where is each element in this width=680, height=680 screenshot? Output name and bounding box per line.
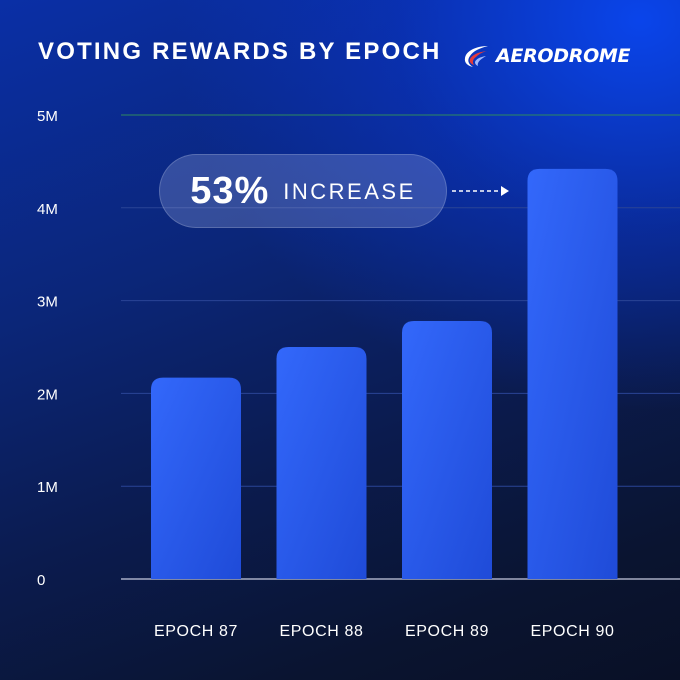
bar-epoch-87 (151, 377, 241, 579)
y-axis: 0 1M 2M 3M 4M 5M (37, 108, 58, 589)
aerodrome-logo-icon (464, 46, 488, 67)
x-tick-label: EPOCH 89 (405, 623, 489, 640)
x-tick-label: EPOCH 88 (280, 623, 364, 640)
bar-epoch-88 (276, 347, 367, 579)
y-tick-label: 4M (37, 201, 58, 218)
chart-title: VOTING REWARDS BY EPOCH (38, 38, 442, 65)
callout-percent: 53% (190, 169, 270, 212)
y-tick-label: 1M (37, 479, 58, 496)
y-tick-label: 2M (37, 386, 58, 403)
y-tick-label: 5M (37, 108, 58, 125)
bar-epoch-90 (527, 168, 618, 579)
brand-logo: AERODROME (462, 42, 631, 70)
increase-callout: 53% INCREASE (159, 154, 447, 228)
x-tick-label: EPOCH 87 (154, 623, 238, 640)
callout-label: INCREASE (283, 179, 416, 204)
bars (151, 168, 618, 579)
x-axis: EPOCH 87 EPOCH 88 EPOCH 89 EPOCH 90 (154, 623, 614, 640)
x-tick-label: EPOCH 90 (531, 623, 615, 640)
bar-epoch-89 (402, 321, 492, 579)
y-tick-label: 3M (37, 294, 58, 311)
dashed-arrow-icon (452, 186, 509, 196)
brand-name: AERODROME (496, 45, 631, 67)
y-tick-label: 0 (37, 572, 45, 589)
